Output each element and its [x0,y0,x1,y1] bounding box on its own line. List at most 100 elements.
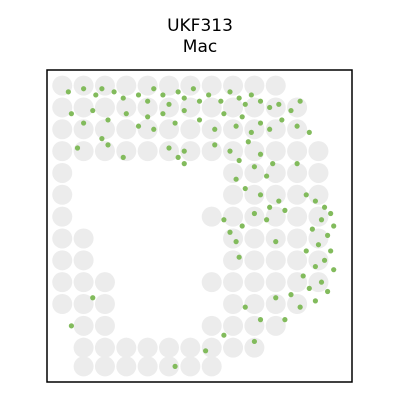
spot [159,356,179,377]
spot [137,337,158,358]
spot [244,184,265,205]
spot [308,162,329,183]
spot [145,114,151,120]
spot [223,228,244,249]
spot [221,217,227,223]
spot [180,337,201,358]
spot [223,294,244,314]
spot [151,126,157,132]
spot [52,119,73,140]
spot [201,119,222,140]
spot [223,206,244,227]
spot [242,101,248,107]
spot [308,184,329,205]
spot [111,89,117,95]
spot [251,338,257,345]
spot [137,97,158,118]
spot [233,123,239,129]
spot [81,120,87,126]
spot [175,89,181,95]
spot [331,223,337,229]
spot [227,89,233,95]
spot [245,139,251,145]
spot [264,173,270,179]
spot [90,295,96,301]
spot [221,332,227,338]
spot [94,356,115,377]
chart-subtitle: Mac [183,37,217,57]
spot [287,206,308,227]
spot [294,123,300,129]
spot [137,119,158,140]
spot [68,323,74,329]
spot [233,176,239,182]
spot [212,142,218,148]
spot [287,294,308,314]
spot [227,229,233,235]
spot [105,142,111,148]
chart-title: UKF313 [167,16,233,36]
spot [276,101,282,107]
spot [180,356,201,377]
spot [264,217,270,223]
spot [223,141,244,162]
spot [73,141,94,162]
spot [287,184,308,205]
spot [99,86,105,92]
spot [331,267,337,273]
spot [137,141,158,162]
spot [94,337,115,358]
spot [257,151,264,157]
spot [325,288,331,295]
spot [94,315,115,336]
spot [201,356,222,377]
spot [166,145,172,151]
spot [265,184,286,205]
spot [244,206,265,227]
spot [287,141,308,162]
spot [166,101,172,107]
spot [308,141,329,162]
spot [196,98,203,104]
spot [203,348,209,354]
spot [116,97,137,118]
spot [190,86,196,92]
spot [267,104,273,111]
spot [294,161,300,167]
spot [236,254,242,260]
spot [223,97,244,118]
spot [116,356,137,377]
spot [73,97,94,118]
spot [244,294,265,314]
spot [201,75,222,96]
spot [321,257,328,263]
spot [303,192,309,198]
spot [251,164,257,170]
spot [287,228,308,249]
spot [279,117,285,123]
spot [223,272,244,293]
spot [160,92,166,98]
spot [265,294,286,314]
spot [123,111,129,117]
spot [120,154,126,160]
spot [206,92,212,98]
spot [137,75,158,96]
spot [257,192,264,198]
spot [251,210,257,217]
spot [328,248,334,254]
spot [242,185,248,192]
spot [73,356,94,377]
spot [94,119,115,140]
spot [265,162,286,183]
spot [159,141,179,162]
spot [239,223,245,229]
spot [273,295,279,301]
spot [300,273,306,279]
spot [52,228,73,249]
spot [116,141,137,162]
spot [52,250,73,271]
spot [159,337,179,358]
spot [201,315,222,336]
